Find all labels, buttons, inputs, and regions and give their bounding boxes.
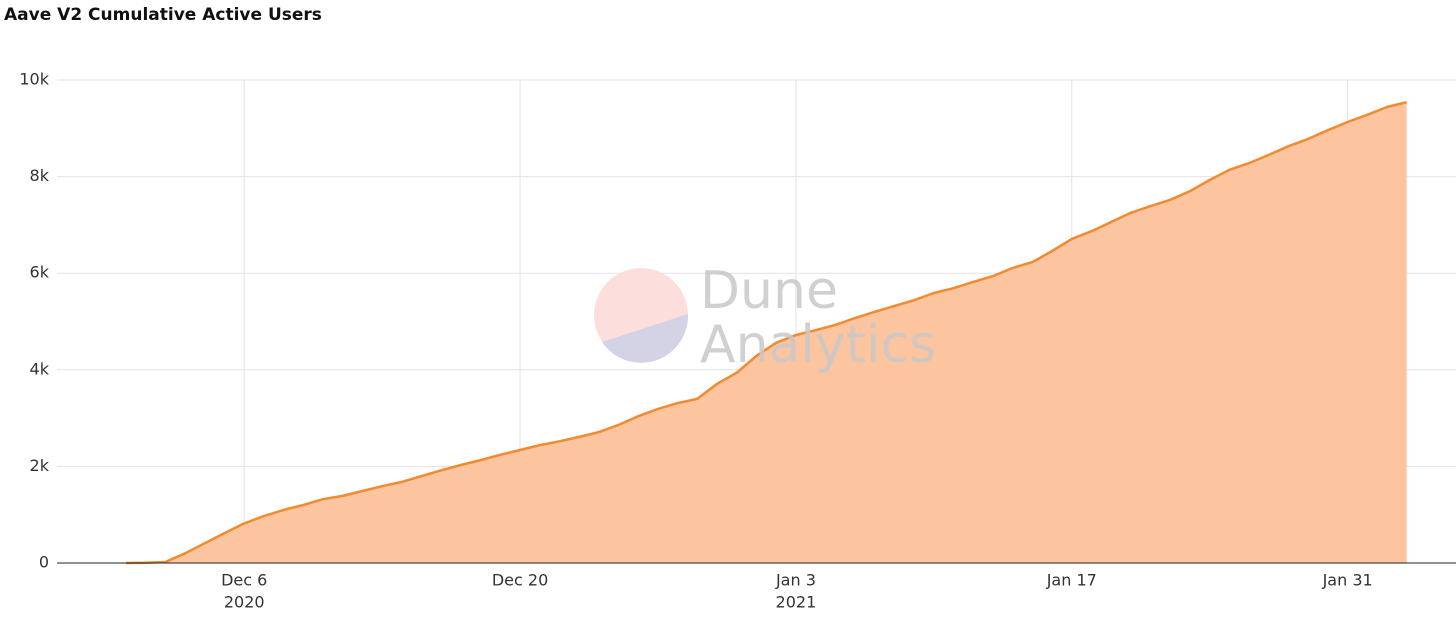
line	[125, 100, 1407, 565]
watermark-logo	[594, 268, 689, 363]
watermark: Analytics	[700, 315, 936, 375]
y-tick-label: 8k	[30, 166, 50, 185]
x-tick-label: Dec 6	[221, 571, 267, 590]
watermark: Dune	[700, 261, 838, 321]
x-tick-year: 2021	[776, 593, 817, 612]
y-tick-label: 4k	[30, 359, 50, 378]
area	[126, 102, 1407, 563]
chart-title: Aave V2 Cumulative Active Users	[4, 5, 322, 25]
x-tick-label: Dec 20	[492, 571, 548, 590]
x-tick-label: Jan 17	[1046, 571, 1097, 590]
y-tick-label: 2k	[30, 456, 50, 475]
y-tick-label: 10k	[19, 70, 49, 89]
plot	[57, 100, 1456, 565]
x-tick-label: Jan 31	[1322, 571, 1373, 590]
x-tick-label: Jan 3	[775, 571, 816, 590]
y-tick-label: 0	[39, 553, 49, 572]
y-tick-label: 6k	[30, 263, 50, 282]
x-tick-year: 2020	[224, 593, 265, 612]
